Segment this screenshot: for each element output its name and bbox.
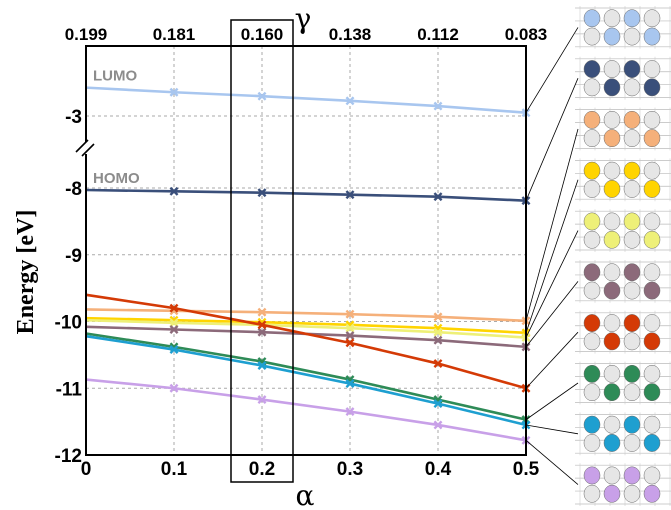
- orbital-image: [575, 107, 671, 151]
- connector-line: [525, 128, 579, 321]
- data-point: [433, 359, 443, 369]
- orbital-image: [575, 412, 671, 456]
- plot-frame: [85, 45, 527, 456]
- x-tick-label: 0.1: [161, 459, 188, 480]
- data-point: [169, 345, 179, 354]
- top-tick-labels: 0.199 0.181 0.160 0.138 0.112 0.083: [65, 25, 548, 44]
- data-point: [169, 318, 179, 328]
- y-tick-label: -8: [65, 179, 82, 200]
- data-point: [257, 307, 267, 317]
- x-tick-label: 0: [81, 459, 92, 480]
- top-tick-label: 0.181: [153, 25, 196, 44]
- connector-line: [525, 382, 579, 420]
- top-tick-label: 0.112: [417, 25, 459, 44]
- data-point: [433, 399, 443, 409]
- data-point: [433, 192, 443, 202]
- connector-line: [525, 179, 579, 333]
- orbital-image: [575, 260, 671, 303]
- level-labels: LUMO HOMO: [93, 68, 140, 187]
- y-tick-label: -11: [56, 379, 83, 400]
- highlight-box: [230, 19, 294, 483]
- series-group: [85, 86, 531, 445]
- series-line: [85, 332, 527, 421]
- level-label: LUMO: [93, 68, 137, 85]
- connector-line: [525, 440, 579, 485]
- connector-line: [525, 281, 579, 348]
- y-axis-label: Energy [eV]: [13, 210, 39, 335]
- orbital-image: [575, 158, 671, 202]
- series-line: [85, 316, 527, 335]
- data-point: [169, 383, 179, 393]
- data-point: [345, 379, 355, 389]
- orbital-images: [575, 6, 671, 506]
- data-point: [169, 303, 179, 313]
- series-line: [85, 293, 527, 390]
- top-tick-label: 0.083: [505, 25, 548, 44]
- series-line: [85, 334, 527, 427]
- series-line: [85, 86, 527, 114]
- y-tick-label: -3: [65, 107, 82, 128]
- axis-break-mark: [75, 139, 95, 157]
- orbital-image: [575, 209, 671, 252]
- series-line: [85, 378, 527, 442]
- x-tick-label: 0.2: [249, 459, 275, 480]
- data-point: [257, 188, 267, 198]
- data-point: [257, 91, 267, 101]
- connector-line: [525, 78, 579, 201]
- series-line: [85, 188, 527, 202]
- y-tick-label: -12: [55, 446, 82, 467]
- top-axis-label: γ: [295, 2, 312, 35]
- x-tick-label: 0.3: [337, 459, 363, 480]
- y-tick-label: -10: [55, 313, 82, 334]
- data-point: [345, 190, 355, 200]
- orbital-connectors: [525, 27, 579, 485]
- connector-line: [525, 331, 579, 389]
- x-tick-label: 0.4: [425, 459, 452, 480]
- data-point: [257, 327, 267, 337]
- y-tick-labels: -3 -8 -9 -10 -11 -12: [55, 107, 83, 467]
- data-point: [257, 361, 267, 371]
- data-point: [169, 186, 179, 196]
- orbital-image: [575, 56, 671, 100]
- data-point: [433, 101, 443, 111]
- top-tick-label: 0.199: [65, 25, 108, 44]
- data-point: [257, 395, 267, 405]
- connector-line: [525, 27, 579, 113]
- top-tick-label: 0.160: [241, 25, 284, 44]
- data-point: [433, 312, 443, 322]
- data-point: [257, 320, 267, 330]
- x-axis-label: α: [296, 479, 315, 510]
- orbital-image: [575, 463, 671, 506]
- data-point: [433, 420, 443, 430]
- connector-line: [525, 424, 579, 435]
- data-point: [433, 335, 443, 345]
- y-tick-label: -9: [65, 246, 82, 267]
- orbital-image: [575, 310, 671, 354]
- series-line: [85, 318, 527, 339]
- data-point: [345, 338, 355, 348]
- orbital-image: [575, 361, 671, 405]
- top-tick-label: 0.138: [329, 25, 372, 44]
- connector-line: [525, 230, 579, 338]
- data-point: [433, 327, 443, 337]
- data-point: [345, 96, 355, 106]
- data-point: [345, 331, 355, 340]
- data-point: [169, 87, 179, 97]
- x-tick-labels: 0 0.1 0.2 0.3 0.4 0.5: [81, 459, 540, 480]
- orbital-image: [575, 6, 671, 49]
- data-point: [345, 309, 355, 319]
- level-label: HOMO: [93, 170, 140, 187]
- series-line: [85, 308, 527, 323]
- data-point: [169, 325, 179, 334]
- data-point: [345, 407, 355, 417]
- x-tick-label: 0.5: [513, 459, 540, 480]
- data-point: [345, 323, 355, 333]
